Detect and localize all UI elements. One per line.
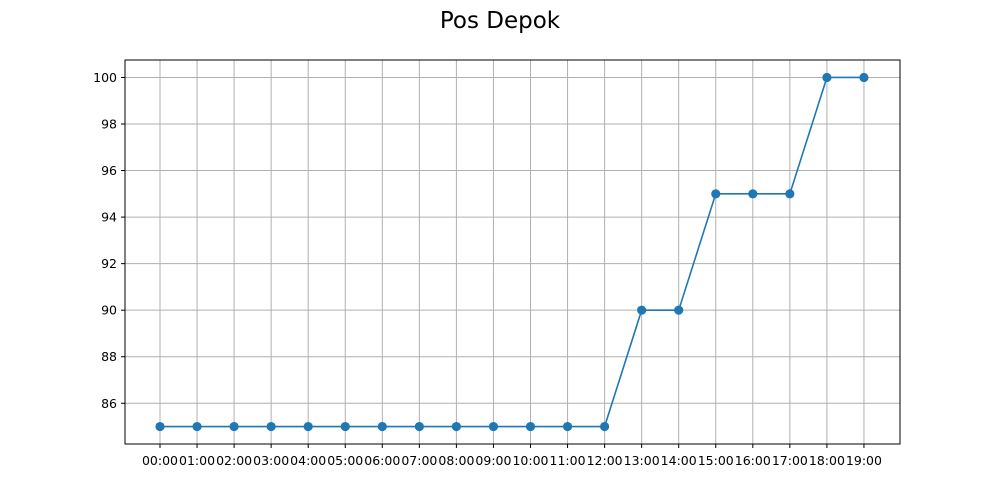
data-point-1900 — [859, 72, 869, 83]
y-tick-label: 96 — [101, 163, 117, 178]
x-tick-label: 10:00 — [512, 453, 548, 468]
x-tick-label: 06:00 — [364, 453, 400, 468]
data-point-0800 — [451, 421, 461, 432]
data-point-1200 — [600, 421, 610, 432]
x-tick-label: 07:00 — [401, 453, 437, 468]
plot-area-frame — [124, 59, 901, 445]
x-tick-label: 15:00 — [698, 453, 734, 468]
y-tick-label: 88 — [101, 349, 117, 364]
data-point-0400 — [303, 421, 313, 432]
x-tick-label: 11:00 — [550, 453, 586, 468]
x-tick-label: 05:00 — [327, 453, 363, 468]
data-point-0700 — [414, 421, 424, 432]
data-point-0900 — [488, 421, 499, 432]
x-tick-label: 04:00 — [290, 453, 326, 468]
data-point-0200 — [229, 421, 239, 432]
y-axis: 86 88 90 92 94 96 98 100 — [93, 70, 125, 411]
x-tick-label: 00:00 — [142, 453, 178, 468]
x-tick-label: 02:00 — [216, 453, 252, 468]
chart-title: Pos Depok — [440, 8, 561, 34]
x-tick-label: 01:00 — [179, 453, 215, 468]
data-point-1500 — [711, 189, 721, 199]
x-tick-label: 09:00 — [475, 453, 511, 468]
x-tick-label: 13:00 — [624, 453, 660, 468]
data-point-1400 — [674, 305, 684, 315]
data-point-1000 — [525, 421, 536, 432]
x-tick-label: 19:00 — [846, 453, 882, 468]
data-point-1800 — [822, 72, 832, 83]
series-line — [160, 76, 864, 428]
y-tick-label: 94 — [101, 210, 117, 225]
data-point-0000 — [155, 421, 165, 432]
y-tick-label: 90 — [101, 303, 117, 318]
x-tick-label: 16:00 — [735, 453, 771, 468]
x-axis: 00:00 01:00 02:00 03:00 04:00 05:00 06:00 07:00… — [142, 444, 882, 468]
x-tick-label: 17:00 — [772, 453, 808, 468]
y-tick-label: 98 — [101, 117, 117, 132]
y-tick-label: 86 — [101, 396, 117, 411]
data-point-0100 — [192, 421, 202, 432]
data-point-1600 — [748, 189, 758, 199]
grid-lines — [125, 60, 900, 444]
x-tick-label: 14:00 — [661, 453, 697, 468]
y-tick-label: 92 — [101, 256, 117, 271]
x-tick-label: 12:00 — [587, 453, 623, 468]
x-tick-label: 03:00 — [253, 453, 289, 468]
x-tick-label: 08:00 — [438, 453, 474, 468]
data-point-1300 — [637, 305, 647, 315]
x-tick-label: 18:00 — [809, 453, 845, 468]
series-layer — [155, 72, 869, 432]
data-point-0500 — [340, 421, 350, 432]
data-point-1700 — [785, 189, 795, 199]
y-tick-label: 100 — [93, 70, 117, 85]
data-point-1100 — [562, 421, 573, 432]
data-point-0600 — [377, 421, 387, 432]
data-point-0300 — [266, 421, 276, 432]
